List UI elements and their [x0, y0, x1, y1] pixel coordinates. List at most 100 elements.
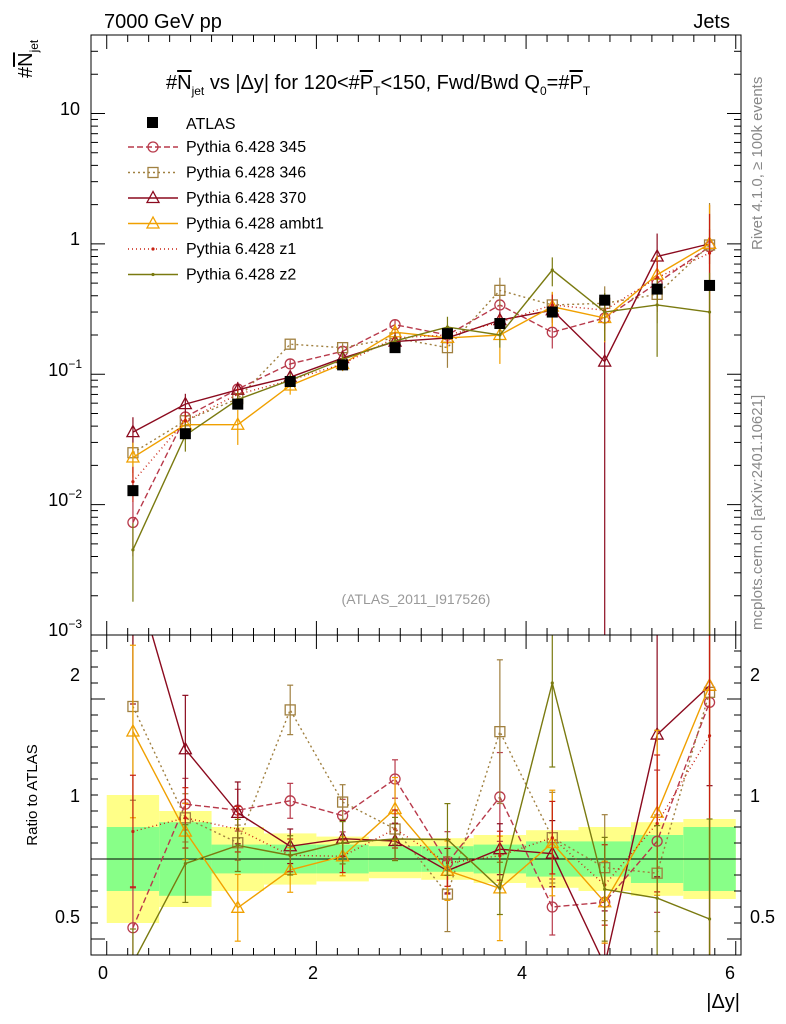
rivet-version-label: Rivet 4.1.0, ≥ 100k events [749, 77, 766, 250]
ratio-point-345 [284, 795, 296, 807]
y-tick-label-1e-3: 10−3 [48, 617, 82, 640]
ratio-line-370 [151, 635, 711, 955]
series-line-370 [132, 243, 710, 433]
series-line-z2 [132, 269, 710, 551]
series-point-346 [494, 284, 506, 297]
series-point-370 [178, 396, 193, 410]
legend-marker-345 [147, 141, 159, 153]
ratio-point-z1 [498, 854, 502, 858]
y-tick-1e-1-exp: −1 [68, 357, 82, 371]
atlas-data-point [127, 485, 139, 497]
ratio-point-z1 [550, 836, 554, 840]
legend: ATLAS Pythia 6.428 345 Pythia 6.428 346 Py… [128, 116, 324, 284]
series-point-z1 [131, 480, 135, 484]
ratio-line-345 [132, 702, 711, 929]
atlas-data-point [494, 318, 506, 330]
atlas-data-point [284, 375, 296, 387]
legend-atlas-marker [147, 117, 158, 128]
mcplots-source-label: mcplots.cern.ch [arXiv:2401.10621] [749, 395, 766, 630]
y-tick-1e-1-base: 10 [48, 360, 68, 380]
ratio-point-346 [494, 726, 506, 738]
legend-label-345: Pythia 6.428 345 [186, 139, 306, 156]
ratio-point-z2 [183, 861, 187, 866]
series-point-z2 [498, 333, 502, 337]
title-part-d: vs |Δy| for 120<# [204, 72, 360, 94]
ratio-point-z2 [707, 917, 712, 921]
series-point-ambt1 [230, 416, 245, 430]
ratio-y-axis-label: Ratio to ATLAS [24, 744, 41, 845]
y-tick-label-1e-2: 10−2 [48, 487, 82, 510]
ratio-line-346 [132, 692, 711, 896]
y-axis-label: #Njet [15, 39, 41, 78]
title-part-i: =# [547, 72, 571, 94]
chart-title: #Njet vs |Δy| for 120<#PT<150, Fwd/Bwd Q… [166, 72, 591, 98]
title-part-a: # [166, 72, 178, 94]
ratio-line-z2 [136, 682, 710, 955]
title-part-c: jet [191, 84, 205, 98]
legend-marker-ambt1 [145, 215, 161, 229]
y-tick-1e-3-base: 10 [48, 620, 68, 640]
atlas-data-point [179, 428, 191, 440]
x-tick-label-6: 6 [725, 963, 735, 983]
ratio-point-346 [336, 796, 349, 808]
atlas-data-point [389, 342, 401, 354]
ratio-point-370 [599, 958, 611, 969]
series-line-345 [132, 246, 710, 523]
atlas-data-point [704, 279, 716, 291]
legend-marker-346 [147, 166, 159, 179]
legend-marker-z1 [151, 247, 155, 251]
ratio-point-z2 [393, 837, 397, 841]
title-part-b: N [177, 72, 191, 94]
series-point-z2 [603, 310, 607, 314]
legend-label-346: Pythia 6.428 346 [186, 165, 306, 182]
ratio-tick-label-1-right: 1 [750, 786, 760, 806]
ratio-point-z2 [603, 887, 607, 891]
ratio-point-z2 [445, 837, 450, 842]
series-point-z2 [131, 548, 135, 552]
series-line-z1 [132, 252, 710, 483]
legend-label-z2: Pythia 6.428 z2 [186, 267, 296, 284]
x-tick-label-0: 0 [98, 963, 108, 983]
x-tick-label-4: 4 [517, 963, 527, 983]
series-point-z2 [393, 339, 397, 343]
y-tick-1e-3-exp: −3 [68, 617, 82, 631]
ratio-line-z1 [132, 735, 711, 886]
y-tick-1e-2-base: 10 [48, 490, 68, 510]
series-point-345 [546, 326, 558, 338]
title-part-k: T [583, 84, 591, 98]
series-point-ambt1 [125, 449, 141, 463]
atlas-data-point [599, 294, 611, 306]
ratio-point-z1 [183, 816, 187, 820]
legend-marker-370 [145, 190, 161, 204]
series-point-370 [125, 424, 141, 438]
x-axis-label: |Δy| [706, 991, 740, 1013]
ratio-point-z1 [655, 821, 659, 826]
y-label-n: N [15, 52, 37, 66]
y-label-jet: jet [27, 39, 41, 53]
ratio-tick-label-05-right: 0.5 [750, 907, 775, 927]
ratio-point-z2 [288, 853, 292, 857]
header-energy-label: 7000 GeV pp [104, 11, 222, 33]
data-points-layer [127, 279, 716, 497]
axis-ticks-layer [91, 34, 741, 956]
ratio-point-z1 [131, 829, 135, 834]
ratio-tick-label-05-left: 0.5 [55, 907, 80, 927]
atlas-data-point [232, 398, 244, 410]
series-point-z1 [655, 276, 659, 280]
atlas-data-point [651, 283, 663, 295]
atlas-data-point [337, 359, 349, 371]
ratio-point-ambt1 [125, 723, 141, 737]
legend-label-z1: Pythia 6.428 z1 [186, 241, 296, 258]
series-point-345 [284, 358, 296, 370]
ratio-point-z2 [236, 843, 240, 848]
ratio-point-z2 [341, 841, 345, 845]
title-part-h: 0 [540, 84, 547, 98]
title-part-f: T [373, 84, 381, 98]
x-tick-label-2: 2 [308, 963, 318, 983]
legend-label-ambt1: Pythia 6.428 ambt1 [186, 216, 324, 233]
y-label-hash: # [15, 66, 37, 78]
atlas-data-point [441, 328, 453, 340]
series-point-346 [284, 338, 296, 350]
y-tick-label-1e-1: 10−1 [48, 357, 82, 380]
